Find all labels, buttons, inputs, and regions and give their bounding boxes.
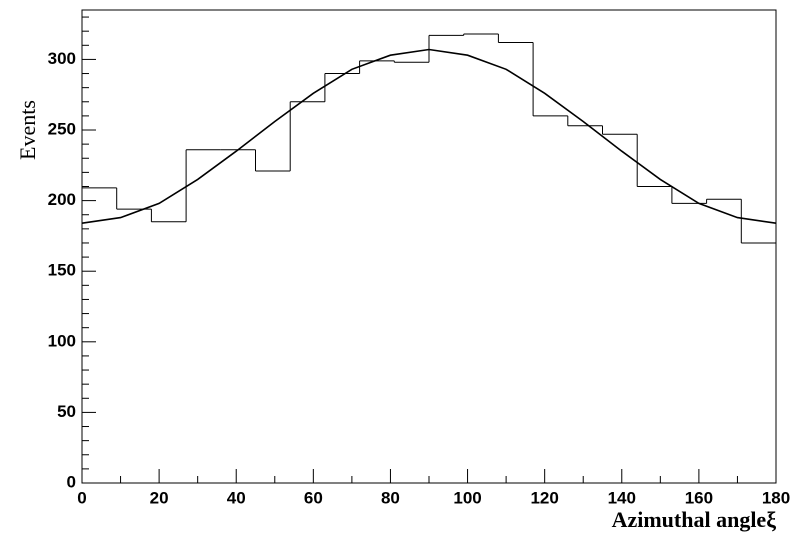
x-tick-label: 180 xyxy=(762,488,790,507)
fit-curve xyxy=(81,48,777,224)
y-tick-label: 150 xyxy=(48,261,76,280)
y-axis-label: Events xyxy=(15,100,40,160)
y-tick-label: 200 xyxy=(48,190,76,209)
x-tick-label: 0 xyxy=(77,488,86,507)
x-tick-label: 80 xyxy=(381,488,400,507)
x-tick-label: 100 xyxy=(453,488,481,507)
y-tick-label: 250 xyxy=(48,119,76,138)
y-tick-label: 300 xyxy=(48,49,76,68)
y-tick-label: 100 xyxy=(48,331,76,350)
x-tick-label: 60 xyxy=(304,488,323,507)
x-tick-label: 40 xyxy=(227,488,246,507)
x-axis-label: Azimuthal angleξ xyxy=(612,507,777,532)
x-tick-label: 140 xyxy=(608,488,636,507)
x-tick-label: 120 xyxy=(530,488,558,507)
x-tick-label: 20 xyxy=(150,488,169,507)
x-tick-label: 160 xyxy=(685,488,713,507)
frame xyxy=(81,9,777,484)
y-tick-label: 50 xyxy=(57,402,76,421)
y-tick-label: 0 xyxy=(67,472,76,491)
